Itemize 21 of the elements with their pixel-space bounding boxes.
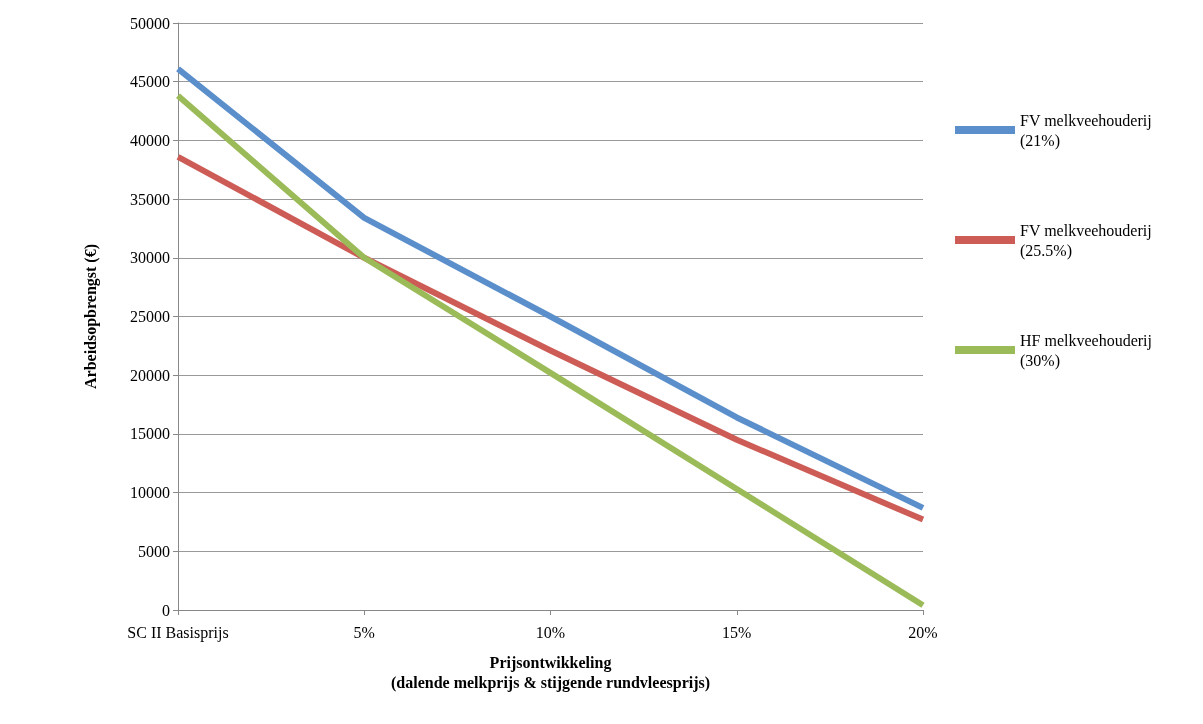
x-axis-title: Prijsontwikkeling (dalende melkprijs & stijgende rundvleesprijs) [390,653,711,692]
legend-label: FV melkveehouderij (25.5%) [1020,221,1152,260]
y-tick-label: 35000 [130,190,170,208]
y-tick-label: 15000 [130,425,170,443]
y-tick-label: 20000 [130,366,170,384]
y-tick-label: 0 [162,601,170,619]
y-tick-label: 10000 [130,484,170,502]
legend-label: FV melkveehouderij (21%) [1020,111,1152,150]
legend-label: HF melkveehouderij (30%) [1020,331,1152,370]
x-tick-label: 20% [908,623,938,641]
y-tick-label: 30000 [130,249,170,267]
x-tick-label: 15% [722,623,752,641]
x-tick-label: SC II Basisprijs [127,623,229,642]
x-tick-label: 5% [353,623,375,641]
x-tick-label: 10% [535,623,566,641]
y-tick-label: 5000 [138,542,170,560]
y-tick-label: 45000 [130,73,170,91]
y-tick-label: 25000 [130,308,170,325]
y-axis-title: Arbeidsopbrengst (€) [81,243,100,390]
y-tick-label: 50000 [130,14,170,32]
y-tick-label: 40000 [130,131,170,149]
